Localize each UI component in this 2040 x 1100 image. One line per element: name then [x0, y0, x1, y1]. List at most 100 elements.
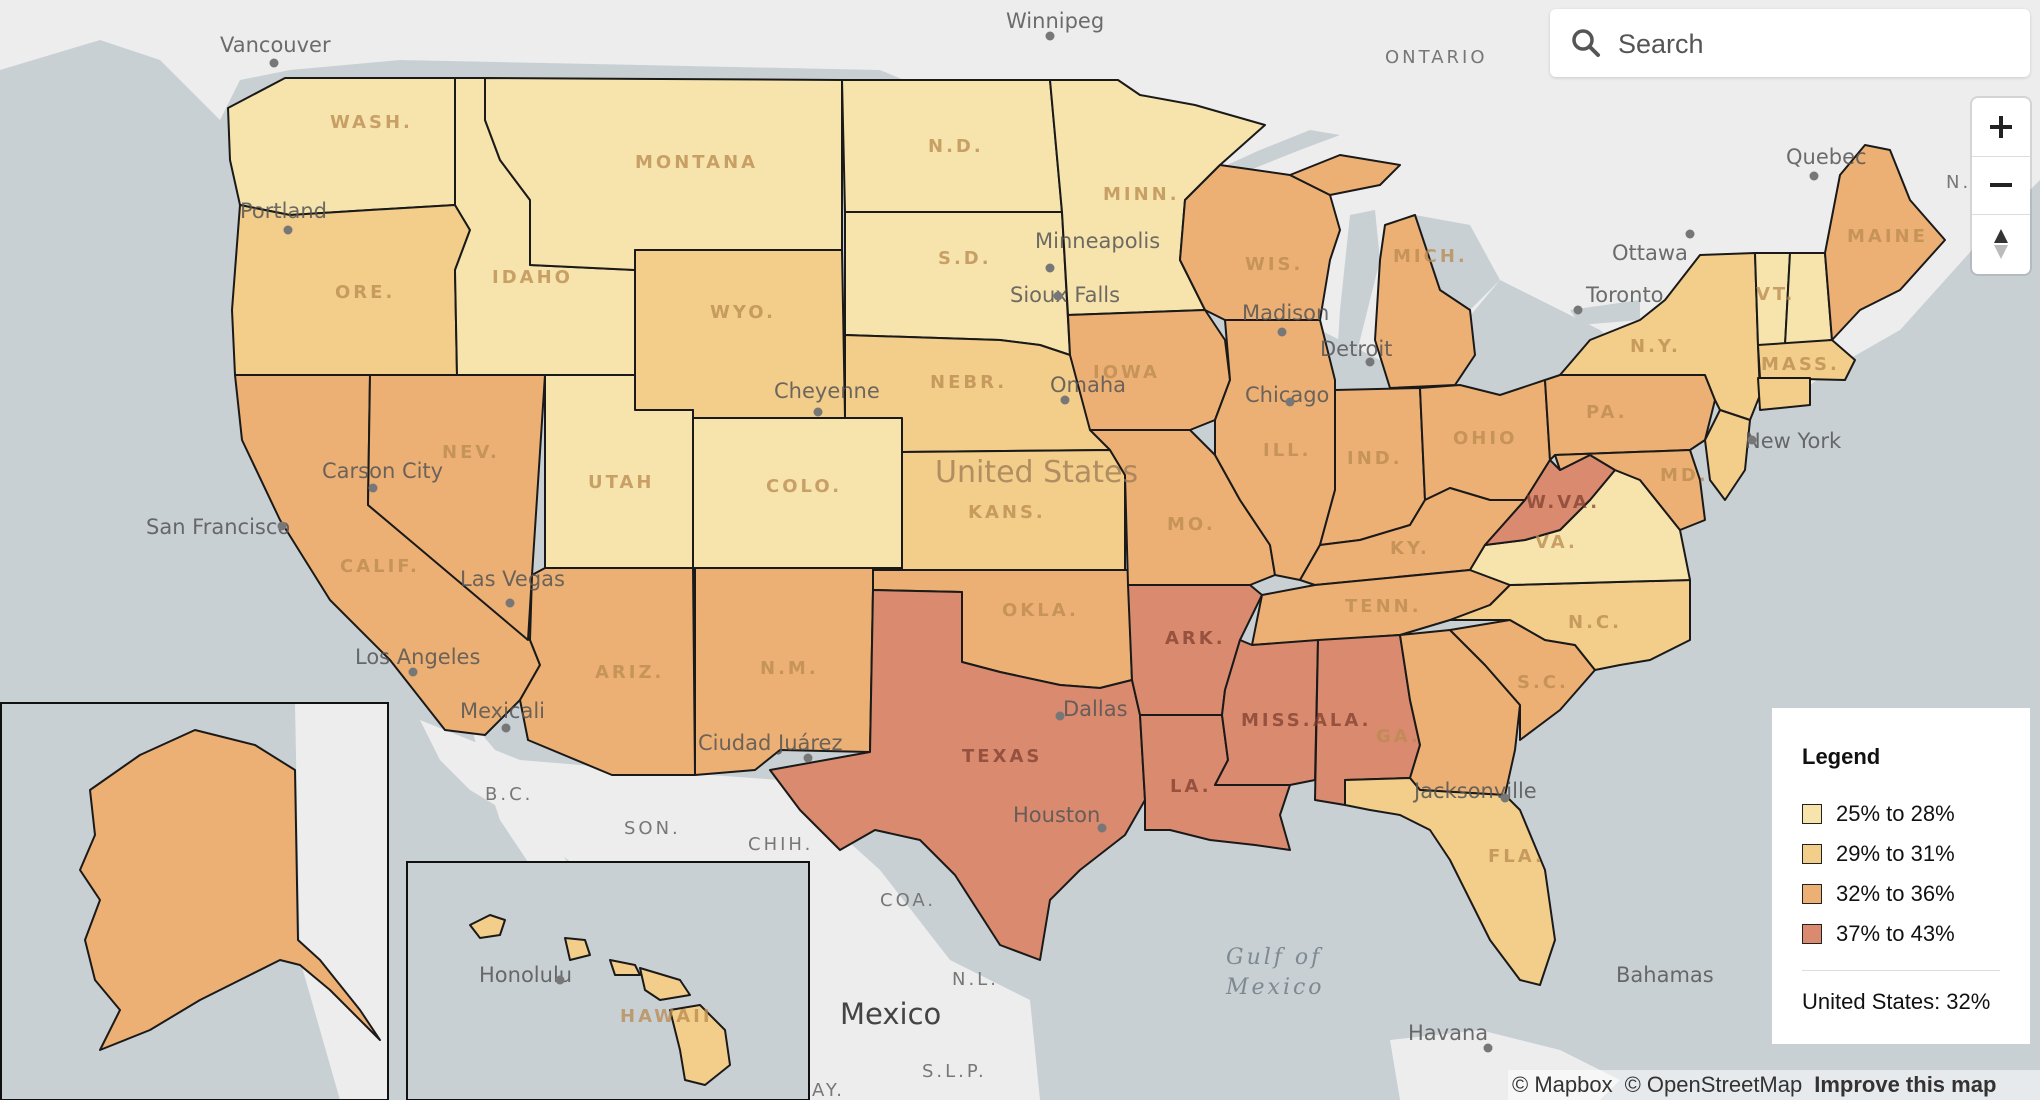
- city-dot: [1097, 823, 1107, 833]
- city-dot: [1573, 305, 1583, 315]
- state-label: PA.: [1586, 402, 1628, 423]
- state-new-jersey[interactable]: [1704, 409, 1751, 501]
- state-label: N.D.: [928, 136, 984, 157]
- region-chih: CHIH.: [748, 834, 813, 855]
- state-label: W.VA.: [1526, 492, 1600, 513]
- mapbox-attribution-link[interactable]: © Mapbox: [1512, 1072, 1613, 1097]
- state-wisconsin[interactable]: [1179, 164, 1341, 321]
- improve-map-link[interactable]: Improve this map: [1814, 1072, 1997, 1097]
- gulf-label-2: Mexico: [1225, 975, 1325, 1000]
- city-label: Omaha: [1050, 373, 1126, 397]
- state-label: MINN.: [1103, 184, 1180, 205]
- state-hawaii[interactable]: [469, 914, 731, 1086]
- state-label: IND.: [1347, 448, 1403, 469]
- state-maryland[interactable]: [1554, 449, 1706, 531]
- state-label: MISS.: [1241, 710, 1313, 731]
- hawaii-inset-frame: [406, 861, 810, 1100]
- state-label: CALIF.: [340, 556, 420, 577]
- city-label: Vancouver: [220, 33, 331, 57]
- alaska-inset-frame: [0, 702, 389, 1100]
- legend-swatch: [1802, 844, 1822, 864]
- canada-land: [0, 0, 2040, 410]
- city-label: Ottawa: [1612, 241, 1688, 265]
- state-label: MASS.: [1761, 354, 1840, 375]
- state-label: MO.: [1167, 514, 1216, 535]
- compass-button[interactable]: [1972, 215, 2030, 273]
- city-label: Minneapolis: [1035, 229, 1160, 253]
- state-label: ALA.: [1313, 710, 1372, 731]
- state-label: ORE.: [335, 282, 395, 303]
- city-dot: [277, 521, 287, 531]
- region-nl: N.L.: [952, 969, 999, 990]
- state-michigan[interactable]: [1289, 154, 1476, 389]
- city-label: Las Vegas: [460, 567, 565, 591]
- city-label: Toronto: [1585, 283, 1664, 307]
- state-label: VT.: [1756, 284, 1795, 305]
- attribution: © Mapbox © OpenStreetMap Improve this ma…: [1508, 1070, 2040, 1100]
- state-massachusetts[interactable]: [1757, 339, 1856, 381]
- state-label: WASH.: [330, 112, 413, 133]
- state-connecticut[interactable]: [1757, 377, 1811, 411]
- city-dot: [813, 407, 823, 417]
- lake-erie: [1460, 355, 1560, 395]
- state-label: ILL.: [1263, 440, 1311, 461]
- city-dot: [1055, 711, 1065, 721]
- state-label: IOWA: [1093, 362, 1160, 383]
- state-label: IDAHO: [492, 267, 573, 288]
- city-dot: [1277, 327, 1287, 337]
- city-dot: [505, 598, 515, 608]
- state-alaska[interactable]: [79, 729, 381, 1051]
- city-label: Cheyenne: [774, 379, 880, 403]
- plus-icon: [1990, 116, 2012, 138]
- state-label: OKLA.: [1002, 600, 1079, 621]
- gulf-label-1: Gulf of: [1226, 945, 1323, 970]
- legend-panel: Legend 25% to 28% 29% to 31% 32% to 36% 37%…: [1772, 708, 2030, 1044]
- legend-total: United States: 32%: [1802, 989, 1991, 1014]
- minus-icon: [1990, 183, 2012, 187]
- state-label: OHIO: [1453, 428, 1517, 449]
- state-florida[interactable]: [1344, 777, 1556, 986]
- legend-items: 25% to 28% 29% to 31% 32% to 36% 37% to 43%: [1802, 794, 2000, 954]
- city-dot: [368, 483, 378, 493]
- state-label: KY.: [1390, 538, 1430, 559]
- osm-attribution-link[interactable]: © OpenStreetMap: [1624, 1072, 1803, 1097]
- state-north-carolina[interactable]: [1449, 579, 1691, 671]
- city-label: Dallas: [1063, 697, 1128, 721]
- legend-label: 32% to 36%: [1836, 881, 1955, 906]
- search-box[interactable]: [1550, 9, 2030, 77]
- city-label: Los Angeles: [355, 645, 480, 669]
- state-labels: WASH. ORE. CALIF. NEV. IDAHO MONTANA WYO. UTAH C…: [330, 112, 1925, 1027]
- place-labels: United States Mexico Gulf of Mexico ONTA…: [146, 9, 1991, 1100]
- state-label: NEBR.: [930, 372, 1007, 393]
- zoom-out-button[interactable]: [1972, 156, 2030, 215]
- search-icon: [1572, 29, 1600, 57]
- city-dot: [1045, 31, 1055, 41]
- city-label: Portland: [240, 199, 327, 223]
- state-pennsylvania[interactable]: [1544, 374, 1716, 461]
- state-label: COLO.: [766, 476, 842, 497]
- region-ay: AY.: [812, 1080, 845, 1100]
- legend-label: 25% to 28%: [1836, 801, 1955, 826]
- state-kansas[interactable]: [901, 449, 1126, 571]
- state-washington[interactable]: [227, 77, 456, 216]
- state-texas[interactable]: [769, 589, 1146, 961]
- state-maine[interactable]: [1824, 144, 1946, 341]
- state-layer: [227, 77, 1946, 986]
- legend-label: 29% to 31%: [1836, 841, 1955, 866]
- city-dot: [555, 975, 565, 985]
- city-dot: [1500, 793, 1510, 803]
- compass-icon: [1994, 229, 2008, 259]
- state-label: KANS.: [968, 502, 1046, 523]
- zoom-in-button[interactable]: [1972, 98, 2030, 157]
- search-input[interactable]: [1616, 19, 2020, 69]
- state-montana[interactable]: [484, 77, 843, 271]
- city-dot: [1045, 263, 1055, 273]
- us-label: United States: [935, 455, 1138, 490]
- city-dot: [1053, 291, 1063, 301]
- state-label: WYO.: [710, 302, 776, 323]
- state-label: LA.: [1170, 776, 1212, 797]
- city-label: Mexicali: [460, 699, 545, 723]
- state-illinois[interactable]: [1214, 319, 1336, 581]
- state-label: VA.: [1535, 532, 1578, 553]
